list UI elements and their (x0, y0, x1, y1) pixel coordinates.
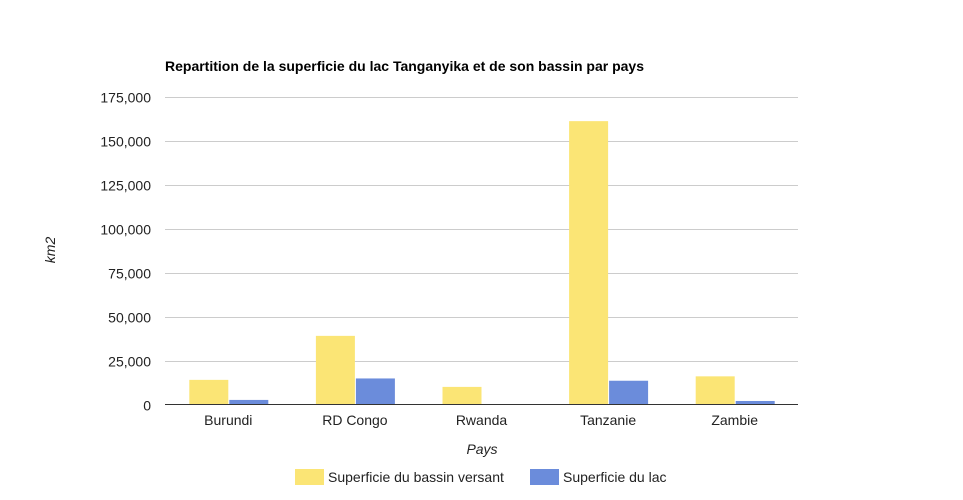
x-tick-label: Tanzanie (580, 412, 636, 428)
y-tick-label: 75,000 (108, 266, 151, 282)
y-tick-label: 25,000 (108, 354, 151, 370)
bar-lac-zambie (735, 400, 775, 405)
legend-label: Superficie du lac (563, 469, 667, 485)
y-tick-label: 125,000 (100, 178, 151, 194)
bar-lac-tanzanie (609, 380, 649, 405)
legend-swatch (530, 469, 559, 485)
legend-swatch (295, 469, 324, 485)
bar-lac-rd-congo (355, 378, 395, 405)
x-tick-label: Burundi (204, 412, 252, 428)
legend: Superficie du bassin versant Superficie d… (295, 469, 667, 485)
x-tick-label: Zambie (711, 412, 758, 428)
gridlines (165, 97, 798, 362)
x-axis-title: Pays (466, 441, 497, 457)
y-tick-label: 100,000 (100, 222, 151, 238)
legend-label: Superficie du bassin versant (328, 469, 504, 485)
x-tick-label: RD Congo (322, 412, 388, 428)
chart-title: Repartition de la superficie du lac Tang… (165, 58, 644, 74)
bar-lac-burundi (229, 399, 269, 405)
bar-bassin-burundi (189, 379, 229, 405)
x-axis-ticks: Burundi RD Congo Rwanda Tanzanie Zambie (204, 412, 758, 428)
y-axis-ticks: 0 25,000 50,000 75,000 100,000 125,000 150,000… (100, 90, 151, 414)
y-tick-label: 50,000 (108, 310, 151, 326)
bars (189, 121, 775, 405)
y-tick-label: 150,000 (100, 134, 151, 150)
bar-bassin-zambie (695, 376, 735, 405)
bar-bassin-rwanda (442, 386, 482, 405)
bar-bassin-rd-congo (315, 335, 355, 405)
y-tick-label: 0 (143, 398, 151, 414)
y-axis-title: km2 (42, 237, 58, 264)
bar-bassin-tanzanie (569, 121, 609, 405)
x-tick-label: Rwanda (456, 412, 508, 428)
y-tick-label: 175,000 (100, 90, 151, 106)
